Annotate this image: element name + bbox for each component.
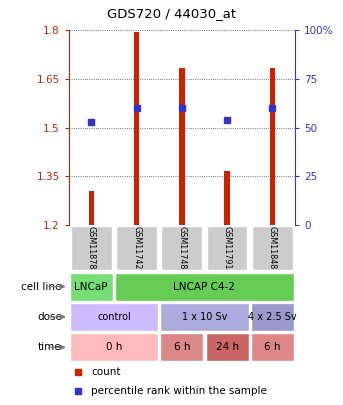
Bar [160,303,249,331]
Bar [71,226,111,271]
Text: control: control [97,312,131,322]
Text: 4 x 2.5 Sv: 4 x 2.5 Sv [248,312,297,322]
Bar [134,32,139,225]
Bar [160,333,203,361]
Text: 1 x 10 Sv: 1 x 10 Sv [182,312,227,322]
Bar [88,191,94,225]
Text: dose: dose [37,312,62,322]
Bar [70,303,158,331]
Bar [115,273,294,301]
Bar [116,226,157,271]
Text: percentile rank within the sample: percentile rank within the sample [91,386,267,396]
Bar [207,226,247,271]
Text: 6 h: 6 h [264,342,281,352]
Bar [205,333,249,361]
Text: GSM11878: GSM11878 [87,226,96,270]
Text: GDS720 / 44030_at: GDS720 / 44030_at [107,7,236,20]
Bar [251,333,294,361]
Text: GSM11791: GSM11791 [223,226,232,270]
Bar [270,68,275,225]
Bar [224,171,230,225]
Text: 6 h: 6 h [174,342,190,352]
Text: 24 h: 24 h [215,342,239,352]
Bar [251,303,294,331]
Text: count: count [91,367,121,377]
Bar [252,226,293,271]
Bar [70,333,158,361]
Bar [70,273,113,301]
Text: LNCaP: LNCaP [74,281,108,292]
Text: 0 h: 0 h [106,342,122,352]
Text: time: time [38,342,62,352]
Text: GSM11742: GSM11742 [132,226,141,270]
Bar [179,68,185,225]
Bar [162,226,202,271]
Text: GSM11848: GSM11848 [268,226,277,270]
Text: GSM11748: GSM11748 [177,226,186,270]
Text: LNCAP C4-2: LNCAP C4-2 [174,281,235,292]
Text: cell line: cell line [21,281,62,292]
